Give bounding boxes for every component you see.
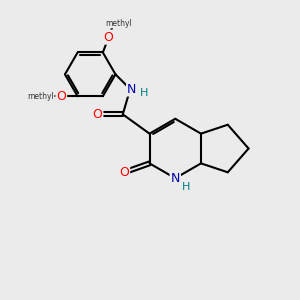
Text: N: N [127,82,136,96]
Text: methyl: methyl [105,19,132,28]
Text: H: H [140,88,148,98]
Text: H: H [182,182,190,192]
Text: methyl: methyl [27,92,54,101]
Text: N: N [171,172,180,185]
Text: O: O [56,90,66,103]
Text: O: O [93,108,102,121]
Text: O: O [104,31,113,44]
Text: O: O [119,166,129,179]
